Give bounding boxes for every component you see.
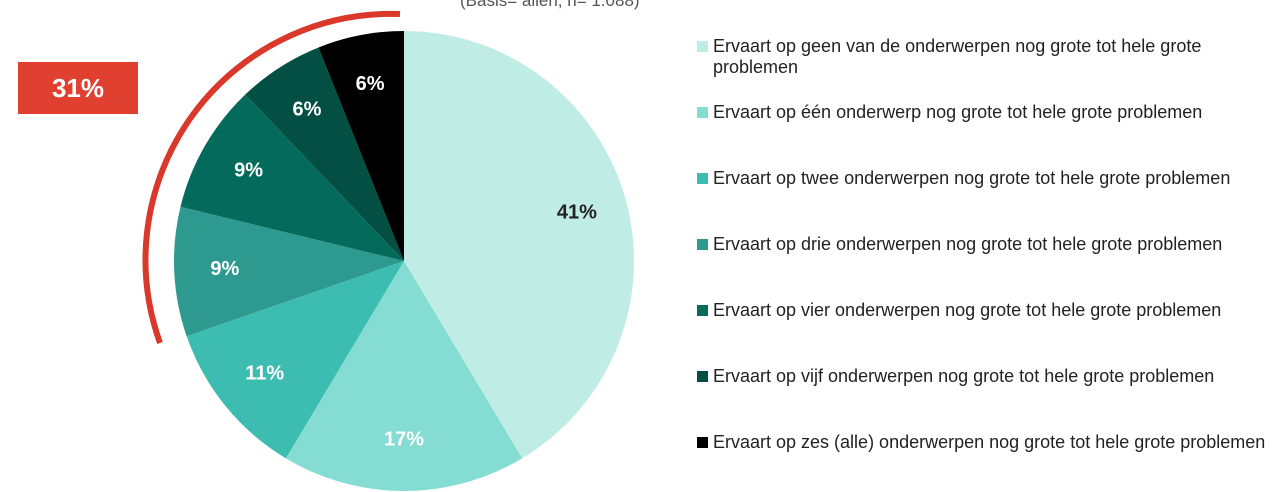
data-label: 11% — [245, 362, 284, 384]
slice — [180, 94, 404, 261]
legend-swatch — [697, 371, 708, 382]
legend-item: Ervaart op twee onderwerpen nog grote to… — [697, 168, 1267, 189]
slice — [245, 47, 404, 262]
bracket-arc — [142, 10, 401, 345]
legend-label: Ervaart op zes (alle) onderwerpen nog gr… — [713, 432, 1266, 452]
slice — [285, 261, 523, 491]
legend-label: Ervaart op drie onderwerpen nog grote to… — [713, 234, 1223, 254]
legend-label: Ervaart op twee onderwerpen nog grote to… — [713, 168, 1231, 188]
legend-label: Ervaart op één onderwerp nog grote tot h… — [713, 102, 1203, 122]
data-label: 9% — [234, 160, 263, 182]
legend-item: Ervaart op geen van de onderwerpen nog g… — [697, 36, 1267, 78]
data-label: 6% — [293, 98, 322, 120]
legend-swatch — [697, 239, 708, 250]
legend-label: Ervaart op geen van de onderwerpen nog g… — [713, 36, 1202, 77]
data-label: 6% — [356, 73, 385, 95]
slice — [186, 261, 404, 459]
legend-label: Ervaart op vier onderwerpen nog grote to… — [713, 300, 1222, 320]
legend-swatch — [697, 107, 708, 118]
legend-item: Ervaart op drie onderwerpen nog grote to… — [697, 234, 1267, 255]
slice — [404, 31, 634, 459]
legend-swatch — [697, 437, 708, 448]
subtitle: (Basis= allen, n= 1.088) — [460, 0, 640, 10]
data-label: 17% — [384, 429, 424, 451]
legend-swatch — [697, 41, 708, 52]
legend-item: Ervaart op zes (alle) onderwerpen nog gr… — [697, 432, 1267, 453]
data-label: 9% — [210, 258, 239, 280]
legend-item: Ervaart op één onderwerp nog grote tot h… — [697, 102, 1267, 123]
legend-swatch — [697, 173, 708, 184]
data-label: 41% — [557, 201, 597, 223]
annotation: 31% — [18, 62, 138, 114]
legend-item: Ervaart op vijf onderwerpen nog grote to… — [697, 366, 1267, 387]
legend-swatch — [697, 305, 708, 316]
slice — [174, 206, 404, 337]
legend-label: Ervaart op vijf onderwerpen nog grote to… — [713, 366, 1215, 386]
legend-item: Ervaart op vier onderwerpen nog grote to… — [697, 300, 1267, 321]
slice — [318, 30, 404, 261]
